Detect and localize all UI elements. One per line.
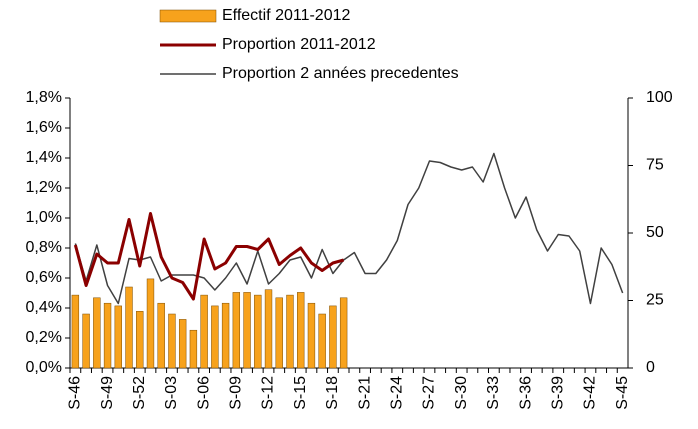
- x-tick-label: S-12: [260, 376, 277, 410]
- bar: [243, 292, 251, 369]
- y2-tick-label: 75: [646, 157, 664, 174]
- bar: [264, 289, 273, 369]
- x-tick-label: S-03: [163, 376, 180, 410]
- x-tick-label: S-33: [485, 376, 502, 410]
- y-tick-label: 0,4%: [26, 299, 62, 316]
- y2-tick-label: 0: [646, 359, 655, 376]
- bar: [318, 313, 326, 369]
- bar: [178, 319, 187, 369]
- bar: [93, 297, 101, 369]
- bar: [339, 297, 348, 369]
- x-tick-label: S-46: [67, 376, 84, 410]
- legend-label: Proportion 2 années precedentes: [222, 65, 459, 82]
- line: [73, 212, 345, 301]
- bar: [232, 292, 241, 369]
- y2-tick-label: 25: [646, 292, 664, 309]
- x-tick-label: S-15: [292, 376, 309, 410]
- bar: [157, 302, 165, 369]
- bar: [307, 302, 316, 369]
- y-tick-label: 1,0%: [26, 209, 62, 226]
- x-tick-label: S-45: [614, 376, 631, 410]
- y-tick-label: 0,6%: [26, 269, 62, 286]
- bar: [71, 294, 80, 369]
- y-tick-label: 0,8%: [26, 239, 62, 256]
- y-tick-label: 0,2%: [26, 329, 62, 346]
- bar: [200, 294, 208, 369]
- x-tick-label: S-42: [582, 376, 599, 410]
- bar: [221, 302, 230, 369]
- x-tick-label: S-49: [99, 376, 116, 410]
- bar: [275, 297, 283, 369]
- x-tick-label: S-39: [549, 376, 566, 410]
- y-tick-label: 0,0%: [26, 359, 62, 376]
- y-tick-label: 1,2%: [26, 179, 62, 196]
- legend-swatch: [159, 9, 217, 23]
- y-tick-label: 1,4%: [26, 149, 62, 166]
- bar: [254, 294, 262, 369]
- bar: [168, 313, 176, 369]
- legend-label: Proportion 2011-2012: [222, 36, 376, 53]
- line: [74, 152, 624, 305]
- x-tick-label: S-18: [324, 376, 341, 410]
- x-tick-label: S-21: [356, 376, 373, 410]
- bar: [286, 294, 294, 369]
- bar: [297, 292, 305, 369]
- x-tick-label: S-24: [389, 376, 406, 410]
- x-tick-label: S-30: [453, 376, 470, 410]
- bar: [146, 278, 155, 369]
- x-tick-label: S-52: [131, 376, 148, 410]
- bar: [82, 313, 90, 369]
- bar: [125, 286, 133, 369]
- legend-label: Effectif 2011-2012: [222, 7, 350, 24]
- x-tick-label: S-36: [517, 376, 534, 410]
- y-tick-label: 1,8%: [26, 89, 62, 106]
- bar: [114, 305, 122, 369]
- y2-tick-label: 100: [646, 89, 673, 106]
- bar: [329, 305, 337, 369]
- bar: [211, 305, 219, 369]
- y-tick-label: 1,6%: [26, 119, 62, 136]
- bar: [189, 329, 198, 369]
- x-tick-label: S-09: [228, 376, 245, 410]
- bar: [103, 302, 112, 369]
- x-tick-label: S-06: [195, 376, 212, 410]
- bar: [136, 311, 144, 369]
- x-tick-label: S-27: [421, 376, 438, 410]
- y2-tick-label: 50: [646, 224, 664, 241]
